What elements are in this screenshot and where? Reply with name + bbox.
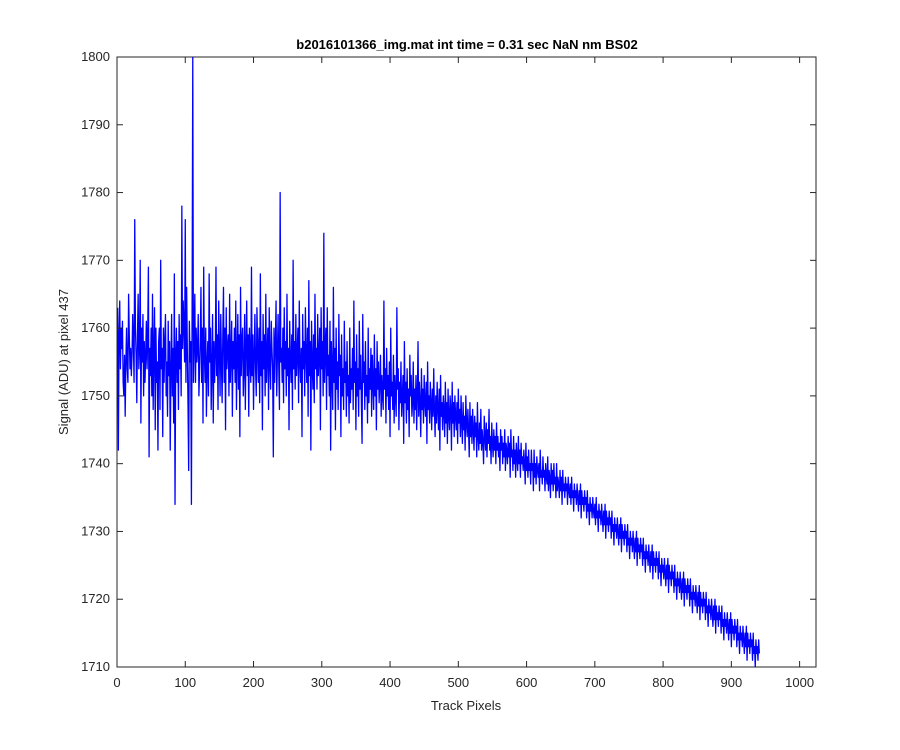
x-axis-ticks: 0 100 200 300 400 500 600 700 800 900 1000: [113, 57, 814, 690]
y-tick-label: 1740: [81, 456, 110, 471]
y-tick-label: 1770: [81, 252, 110, 267]
y-tick-label: 1710: [81, 659, 110, 674]
series-line-0: [117, 57, 760, 667]
y-tick-label: 1720: [81, 591, 110, 606]
x-tick-label: 800: [652, 675, 674, 690]
x-tick-label: 600: [516, 675, 538, 690]
x-tick-label: 900: [721, 675, 743, 690]
y-tick-label: 1730: [81, 523, 110, 538]
y-tick-label: 1760: [81, 320, 110, 335]
chart-title: b2016101366_img.mat int time = 0.31 sec …: [296, 37, 637, 52]
y-tick-label: 1800: [81, 49, 110, 64]
x-tick-label: 300: [311, 675, 333, 690]
x-tick-label: 700: [584, 675, 606, 690]
x-tick-label: 200: [243, 675, 265, 690]
plot-area: 0 100 200 300 400 500 600 700 800 900 1000 1710 172…: [81, 49, 817, 690]
x-tick-label: 1000: [785, 675, 814, 690]
x-axis-label: Track Pixels: [431, 698, 502, 713]
x-tick-label: 400: [379, 675, 401, 690]
x-tick-label: 100: [174, 675, 196, 690]
x-tick-label: 500: [447, 675, 469, 690]
y-axis-label: Signal (ADU) at pixel 437: [56, 289, 71, 435]
x-tick-label: 0: [113, 675, 120, 690]
data-layer: [117, 57, 760, 667]
y-tick-label: 1750: [81, 388, 110, 403]
y-axis-ticks: 1710 1720 1730 1740 1750 1760 1770 1780 1790 1800: [81, 49, 816, 674]
y-tick-label: 1790: [81, 117, 110, 132]
y-tick-label: 1780: [81, 185, 110, 200]
